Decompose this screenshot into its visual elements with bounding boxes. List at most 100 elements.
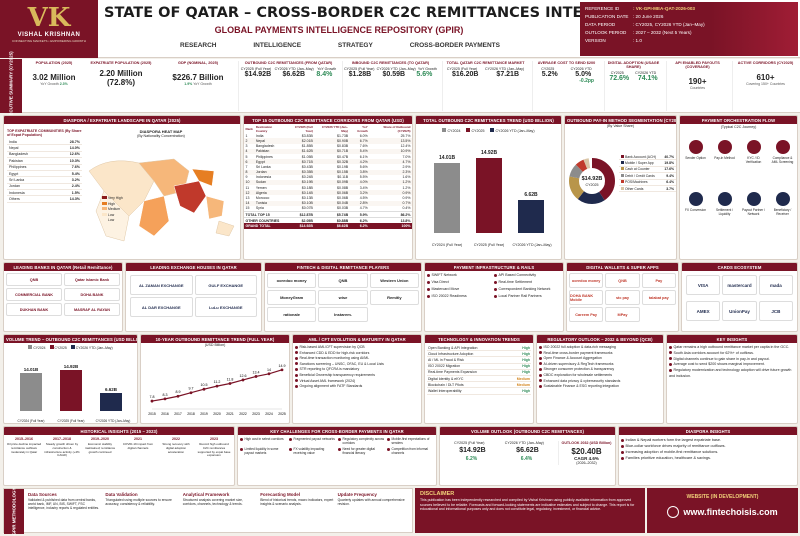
page-subtitle: GLOBAL PAYMENTS INTELLIGENCE REPOSITORY … <box>214 25 464 35</box>
kpi-digital-title: DIGITAL ADOPTION (USAGE SHARE) <box>607 61 660 69</box>
methodology-desc: Blend of historical trends, macro indica… <box>260 498 334 507</box>
kpi-api-value: 190+ <box>688 77 707 86</box>
corridor-cell: 14 <box>245 201 250 206</box>
bullet-icon <box>669 345 672 349</box>
legend-high: High <box>108 201 115 206</box>
diaspora-list: India 28.7% Nepal 14.0% Bangladesh 12.6% Pakis… <box>7 139 82 203</box>
banks-panel: LEADING BANKS IN QATAR (Retail Remittanc… <box>3 262 123 332</box>
bullet-icon <box>669 362 672 366</box>
bullet-icon <box>621 456 624 460</box>
fintech-grid: ooredoo money QNB Western Union MoneyGram wi… <box>265 271 421 324</box>
tech-label: Wallet Interoperability <box>428 388 462 393</box>
bullet-text: Risk-based AML/CFT supervision by QCB <box>299 345 365 349</box>
corridor-header: CY2026 YTD (Jan–May) <box>321 124 349 133</box>
line-tick-label: 2023 <box>252 412 260 416</box>
tech-label: Blockchain / DLT Pilots <box>428 382 464 387</box>
bullet-icon <box>539 362 542 366</box>
milestone: 2019–2020 Economic stability maintained; … <box>82 437 118 458</box>
diaspora-row: Nepal 14.0% <box>7 145 82 152</box>
diaspora-share: 1.5% <box>71 190 80 195</box>
logo-chip: LuLu EXCHANGE <box>194 297 257 317</box>
corridor-cell: $2.01B <box>301 138 313 143</box>
fintech-panel: FINTECH & DIGITAL REMITTANCE PLAYERS oor… <box>264 262 422 332</box>
bullet-text: Real-time cross-border payment framework… <box>543 350 613 355</box>
corridor-row: 2 Nepal $2.01B $0.90B 6.7% 13.5% <box>244 138 412 144</box>
aml-list: Risk-based AML/CFT supervision by QCB Enh… <box>293 343 421 392</box>
bullet-icon <box>539 351 542 355</box>
diaspora-row: Others 14.3% <box>7 196 82 203</box>
kpi-gdp-growth: 1.9% <box>184 82 193 86</box>
corridor-cell: 13 <box>245 196 250 201</box>
corridor-cell: $0.09B <box>337 180 349 185</box>
bullet-item: Virtual Asset AML framework (2024) <box>295 379 419 385</box>
milestone-text: COVID-19 impact from digital channels <box>122 442 154 450</box>
milestones-title: HISTORICAL INSIGHTS (2015 – 2023) <box>4 427 234 435</box>
payin-list: Bank Account (ACH) 40.7% Mobile / Super Ap… <box>619 154 676 193</box>
diaspora-country: Sri Lanka <box>9 177 25 182</box>
kpi-total-v1: $16.20B <box>451 71 479 78</box>
corridor-cell: $0.43B <box>301 164 313 169</box>
trend-legend-2024-label: CY2024 <box>447 129 461 133</box>
orch-step-icon <box>688 140 703 154</box>
diaspora-row: Philippines 7.6% <box>7 165 82 171</box>
trend-legend-2026: CY2026 YTD (Jan–May) <box>490 128 535 133</box>
corridor-cell: 4.2% <box>359 159 368 164</box>
website-link[interactable]: www.fintechoisis.com <box>683 507 778 517</box>
line-data-label: 8.3 <box>163 393 168 397</box>
corridor-summary-cell: $2.05B <box>301 218 313 223</box>
volume-legend-2026-label: CY2026 YTD (Jan–May) <box>75 346 113 350</box>
corridor-row: 15 Syria $0.07B $0.03B 4.7% 0.4% <box>244 206 412 212</box>
bullet-item: Risk-based AML/CFT supervision by QCB <box>295 345 419 351</box>
trend-bar-2024 <box>434 163 460 233</box>
orch-step-label: Sender Option <box>685 156 706 160</box>
corridor-header: Share of Outbound (CY2025) <box>383 124 411 133</box>
corridor-cell: 5.6% <box>359 164 368 169</box>
cards-grid: VISA mastercard mada AMEX UnionPay JCB <box>682 271 797 325</box>
payin-share: 9.4% <box>666 173 674 178</box>
infra-label: Mastercard Move <box>431 287 460 291</box>
kpi-gdp: GDP (NOMINAL, 2025) $226.7 Billion 1.9% … <box>162 61 234 111</box>
payin-sub: (By Value Share) <box>606 124 635 128</box>
bullet-text: Open Finance & Account Aggregation <box>543 356 602 361</box>
kpi-corridors-value: 610+ <box>756 73 775 82</box>
corridor-cell: $0.83B <box>337 144 349 149</box>
corridor-cell: Jordan <box>255 170 267 175</box>
methodology-desc: Validated & published data from central … <box>28 498 100 511</box>
kpi-total: TOTAL QATAR C2C REMITTANCE MARKET CY2025… <box>442 61 528 111</box>
volume-value-2026: 6.62B <box>104 387 117 392</box>
corridor-summary-row: TOTAL TOP 15 $12.87B $5.74B 5.9% 86.2% <box>244 211 412 218</box>
challenge-item: High cost in select corridors <box>240 437 287 445</box>
meta-outlook-label: OUTLOOK PERIOD <box>585 30 627 35</box>
payin-share: 3.7% <box>666 186 674 191</box>
trend-legend-2026-label: CY2026 YTD (Jan–May) <box>495 129 535 133</box>
challenge-text: FX volatility impacting receiving value <box>293 447 325 455</box>
tech-level: Medium <box>516 376 530 381</box>
corridor-cell: $0.32B <box>337 159 349 164</box>
methodology-title: Update Frequency <box>337 492 377 497</box>
kpi-inbound-c3: YoY Growth <box>417 67 437 71</box>
infra-item: SWIFT Network <box>427 273 494 277</box>
corridor-cell: $0.07B <box>301 206 313 211</box>
corridor-cell: $0.71B <box>301 159 313 164</box>
orch-step-label: Payout Partner / Network <box>741 208 766 216</box>
corridor-cell: $0.06B <box>337 190 349 195</box>
line-point <box>254 375 258 378</box>
corridor-cell: Egypt <box>255 159 265 164</box>
bullet-text: Average cost to send $200 shows marginal… <box>673 362 765 367</box>
orch-step-label: FX Conversion <box>684 208 707 212</box>
diaspora-insights-list: Indian & Nepali workers form the largest… <box>619 435 797 463</box>
corridor-cell: $0.13B <box>301 196 313 201</box>
challenge-item: Fragmented payout networks <box>289 437 336 445</box>
orch-step-label: KYC / ID Verification <box>745 156 762 164</box>
infra-icon <box>494 273 497 277</box>
corridor-cell: 6.0% <box>359 133 368 138</box>
insights-list: Qatar remains a high outbound remittance… <box>667 343 797 382</box>
bullet-item: AI-driven supervisory & RegTech framewor… <box>539 362 661 368</box>
payin-title: OUTBOUND PAY-IN METHOD SEGMENTATION (CY2… <box>565 116 676 124</box>
orch-step-icon <box>746 140 761 154</box>
corridor-cell: $0.08B <box>337 185 349 190</box>
infra-icon <box>427 273 430 277</box>
payin-center-label: CY2025 <box>585 183 599 187</box>
methodology-title: Forecasting Model <box>260 492 300 497</box>
line-point <box>189 391 193 395</box>
